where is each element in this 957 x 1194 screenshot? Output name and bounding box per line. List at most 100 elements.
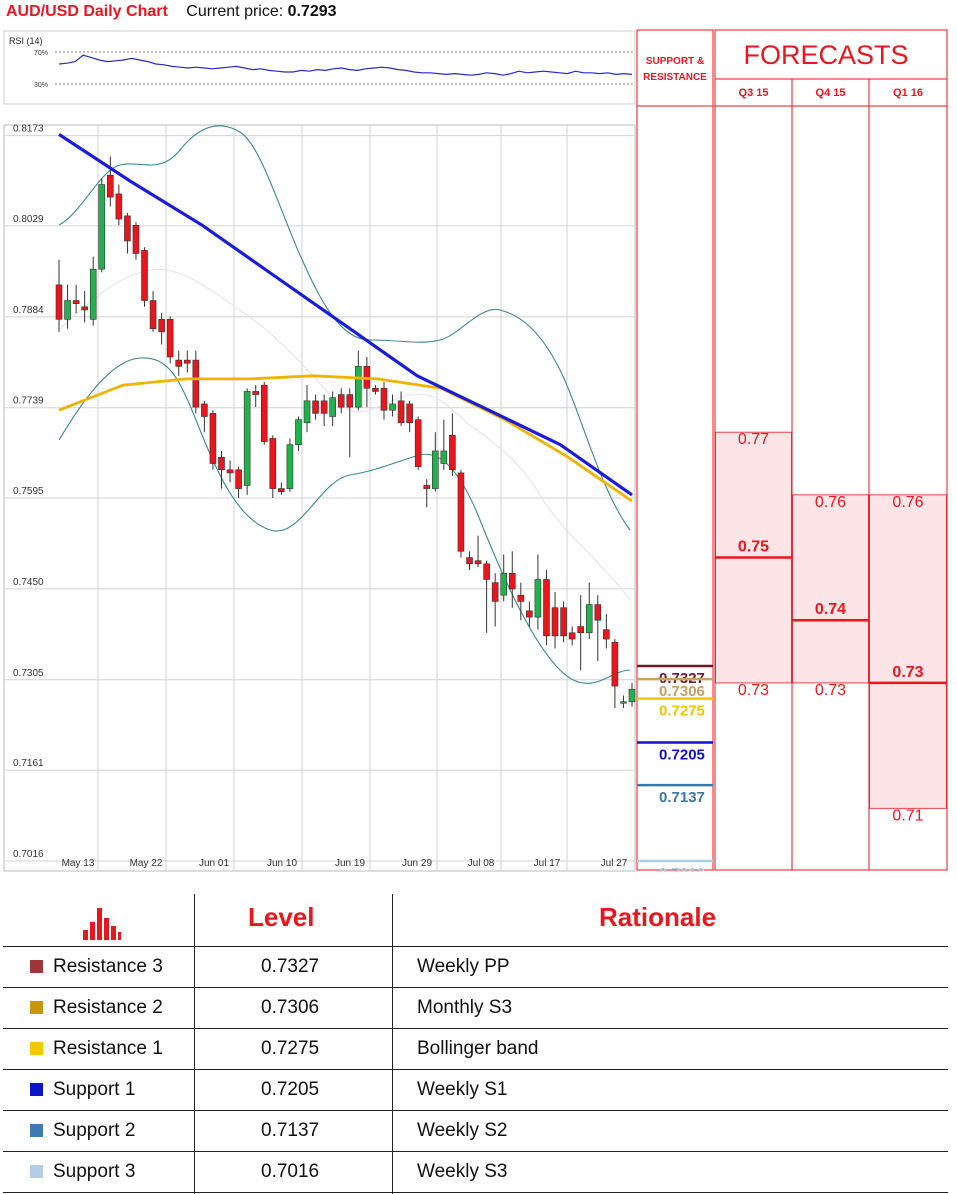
price-panel: 0.8173 0.8029 0.7884 0.7739 0.7595 0.7450 0.73… [3, 124, 636, 872]
candle [457, 469, 465, 558]
candle [474, 535, 482, 567]
candle-body [414, 419, 422, 467]
y-tick-label: 0.8029 [13, 214, 44, 225]
candle [466, 551, 473, 571]
level-rationale: Weekly PP [417, 956, 510, 977]
forecast-low-label: 0.73 [815, 682, 846, 699]
level-color-swatch [30, 1042, 43, 1055]
x-tick-label: May 22 [130, 858, 163, 869]
bollinger-upper [58, 125, 631, 531]
candle-body [141, 250, 148, 301]
candle [491, 573, 499, 627]
candle [414, 416, 422, 470]
candle-body [449, 435, 456, 471]
level-value: 0.7205 [261, 1079, 320, 1100]
level-color-swatch [30, 1124, 43, 1137]
forecast-low-label: 0.71 [892, 807, 923, 824]
candle-body [209, 413, 217, 464]
candle [380, 382, 388, 420]
candle-body [295, 419, 302, 446]
candle [303, 385, 311, 433]
sr-level-label: 0.7205 [659, 746, 705, 763]
rsi-30-label: 30% [34, 82, 48, 89]
forecast-column-header: Q4 15 [816, 87, 846, 99]
rsi-label: RSI (14) [9, 36, 43, 46]
rsi-70-label: 70% [34, 50, 48, 57]
level-name-cell: Support 1 [30, 1069, 135, 1110]
candle [628, 682, 636, 707]
candle-body [320, 400, 328, 414]
candle-body [474, 560, 482, 565]
candle [577, 595, 584, 671]
y-tick-label: 0.8173 [13, 124, 44, 135]
candle-body [64, 300, 71, 320]
level-color-swatch [30, 1001, 43, 1014]
x-tick-label: Jul 27 [601, 858, 628, 869]
table-row: Support 2 0.7137 Weekly S2 [3, 1110, 948, 1152]
forecasts-panel: FORECASTS Q3 15 0.77 0.75 0.73 Q4 15 0.76 0.74… [714, 29, 948, 871]
y-tick-label: 0.7161 [13, 758, 44, 769]
sr-level-label: 0.7016 [659, 865, 705, 872]
candle [209, 410, 217, 470]
candle-body [508, 572, 516, 590]
forecast-column-header: Q1 16 [893, 87, 923, 99]
x-tick-label: Jul 08 [468, 858, 495, 869]
candle-body [620, 701, 627, 704]
candle-body [355, 366, 362, 408]
candle [141, 247, 148, 307]
candle-body [158, 319, 165, 333]
candle-body [269, 438, 277, 489]
candle-body [98, 184, 106, 270]
candle [397, 391, 405, 426]
table-row: Resistance 3 0.7327 Weekly PP [3, 946, 948, 988]
candle-body [124, 215, 131, 242]
candle-body [303, 400, 311, 424]
candle [166, 316, 174, 364]
rsi-frame [3, 30, 636, 105]
candle-body [406, 403, 413, 424]
candle [243, 388, 251, 495]
candle [252, 385, 260, 408]
support-resistance-panel: SUPPORT & RESISTANCE 0.73270.73060.72750… [636, 29, 714, 872]
candle [201, 400, 208, 433]
sr-title-line-2: RESISTANCE [643, 72, 707, 83]
candle-body [107, 174, 114, 198]
level-color-swatch [30, 960, 43, 973]
candle [218, 450, 225, 489]
candle [115, 184, 123, 226]
candle [483, 560, 490, 633]
candle-body [81, 306, 88, 311]
candle [260, 382, 268, 445]
current-price-label: Current price: [186, 3, 284, 20]
candle [64, 284, 71, 329]
level-name: Support 3 [53, 1161, 136, 1182]
level-value: 0.7306 [261, 997, 320, 1018]
level-name: Support 1 [53, 1079, 136, 1100]
candle-body [312, 400, 319, 414]
candle [543, 570, 550, 646]
sr-level-label: 0.7275 [659, 703, 705, 720]
forecast-range-box [869, 494, 947, 809]
candle-body [440, 450, 448, 464]
candle [55, 259, 63, 332]
candle-body [260, 384, 268, 442]
candle-body [192, 359, 200, 408]
candle-body [346, 394, 354, 408]
candle-body [226, 469, 234, 474]
level-color-swatch [30, 1165, 43, 1178]
candle [500, 554, 508, 602]
x-tick-label: Jun 29 [402, 858, 432, 869]
candle [440, 419, 448, 470]
sr-level-label: 0.7306 [659, 683, 705, 700]
candle-body [500, 572, 508, 596]
candle-body [372, 387, 379, 392]
candle [568, 626, 576, 646]
level-rationale: Weekly S3 [417, 1161, 508, 1182]
candle [551, 592, 559, 649]
level-name: Resistance 3 [53, 956, 163, 977]
candle [175, 350, 183, 376]
candle-body [431, 450, 439, 489]
candle [423, 479, 431, 508]
candle-body [560, 607, 567, 637]
candle-body [149, 300, 157, 330]
